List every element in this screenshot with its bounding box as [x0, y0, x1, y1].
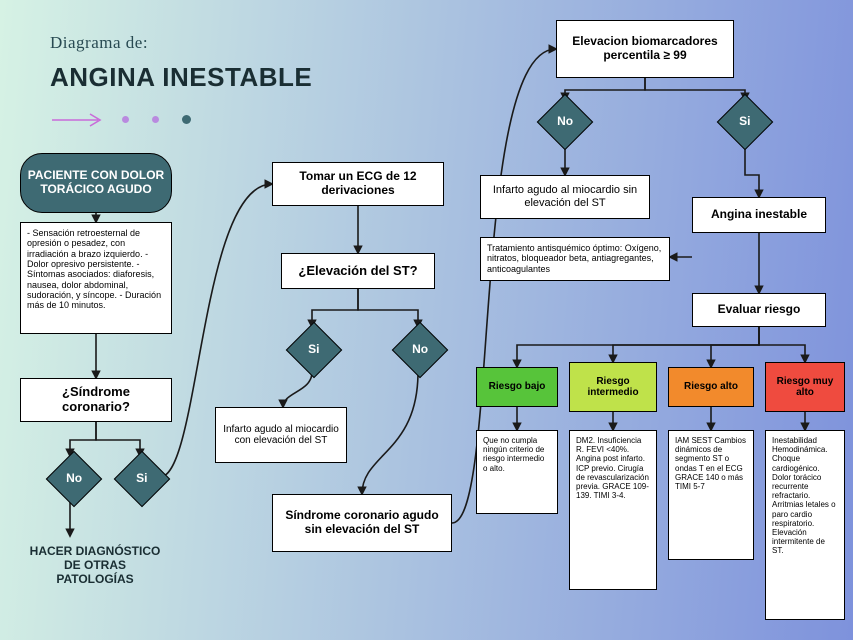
node-desc_low: Que no cumpla ningún criterio de riesgo … — [476, 430, 558, 514]
node-desc_mid: DM2. Insuficiencia R. FEVI <40%. Angina … — [569, 430, 657, 590]
decor-dot — [122, 116, 129, 123]
node-risk_high: Riesgo alto — [668, 367, 754, 407]
title-main: ANGINA INESTABLE — [50, 62, 312, 93]
node-treatment: Tratamiento antisquémico óptimo: Oxígeno… — [480, 237, 670, 281]
node-nstemi_acs: Síndrome coronario agudo sin elevación d… — [272, 494, 452, 552]
node-nstemi: Infarto agudo al miocardio sin elevación… — [480, 175, 650, 219]
decor-arrow — [50, 112, 105, 128]
node-desc_high: IAM SEST Cambios dinámicos de segmento S… — [668, 430, 754, 560]
node-other_dx: HACER DIAGNÓSTICO DE OTRAS PATOLOGÍAS — [20, 536, 170, 596]
node-symptoms: - Sensación retroesternal de opresión o … — [20, 222, 172, 334]
node-angina: Angina inestable — [692, 197, 826, 233]
decor-dot — [182, 115, 191, 124]
node-risk_mid: Riesgo intermedio — [569, 362, 657, 412]
title-pre: Diagrama de: — [50, 33, 148, 53]
decor-dot — [152, 116, 159, 123]
node-patient: PACIENTE CON DOLOR TORÁCICO AGUDO — [20, 153, 172, 213]
node-stemi: Infarto agudo al miocardio con elevación… — [215, 407, 347, 463]
node-q_coronary: ¿Síndrome coronario? — [20, 378, 172, 422]
node-risk_low: Riesgo bajo — [476, 367, 558, 407]
node-ecg: Tomar un ECG de 12 derivaciones — [272, 162, 444, 206]
node-risk_vhigh: Riesgo muy alto — [765, 362, 845, 412]
node-eval_risk: Evaluar riesgo — [692, 293, 826, 327]
node-desc_vhigh: Inestabilidad Hemodinámica. Choque cardi… — [765, 430, 845, 620]
node-q_st: ¿Elevación del ST? — [281, 253, 435, 289]
node-biomarkers: Elevacion biomarcadores percentila ≥ 99 — [556, 20, 734, 78]
